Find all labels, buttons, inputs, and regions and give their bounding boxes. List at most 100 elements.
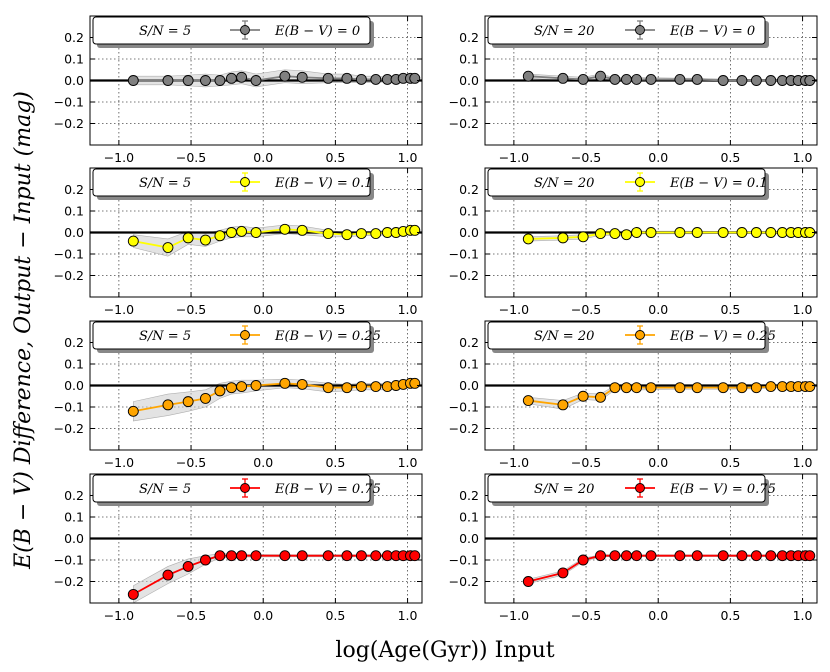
legend-marker [635, 25, 645, 35]
legend-series-label: E(B − V) = 0.1 [669, 176, 768, 191]
data-point [200, 392, 211, 404]
data-point [200, 75, 211, 86]
data-point [226, 227, 237, 238]
x-tick-label: 0.0 [253, 608, 273, 623]
y-tick-label: −0.1 [54, 95, 84, 110]
x-tick-label: 0.5 [720, 302, 740, 317]
y-tick-label: 0.1 [64, 204, 84, 219]
data-point [250, 550, 262, 562]
x-axis-label: log(Age(Gyr)) Input [335, 638, 554, 663]
data-point [409, 72, 421, 84]
x-tick-label: 0.0 [648, 150, 668, 165]
data-point [322, 228, 334, 240]
data-point [691, 382, 703, 394]
data-point [750, 75, 762, 86]
y-tick-label: 0.1 [459, 204, 479, 219]
legend-series-label: E(B − V) = 0 [669, 24, 755, 39]
data-point [296, 71, 308, 83]
y-tick-label: 0.1 [64, 510, 84, 525]
data-point [370, 550, 382, 562]
x-tick-label: 0.0 [253, 302, 273, 317]
x-tick-label: 0.0 [648, 455, 668, 470]
data-point [162, 75, 174, 86]
data-point [322, 382, 334, 394]
data-point [595, 550, 606, 562]
y-tick-label: 0.2 [64, 335, 84, 350]
y-tick-label: −0.1 [449, 95, 479, 110]
data-point [631, 73, 643, 85]
data-point [645, 227, 657, 238]
data-point [370, 381, 382, 393]
y-tick-label: −0.2 [54, 116, 84, 131]
legend-marker [240, 177, 250, 187]
data-point [279, 70, 291, 82]
y-tick-label: −0.2 [54, 574, 84, 589]
data-point [522, 576, 534, 587]
data-point [341, 550, 353, 562]
y-tick-label: 0.1 [459, 510, 479, 525]
data-point [200, 234, 211, 246]
data-point [322, 72, 334, 84]
legend-series-label: E(B − V) = 0.25 [669, 329, 776, 344]
x-tick-label: 1.0 [793, 455, 813, 470]
data-point [645, 73, 657, 85]
data-point [750, 382, 762, 394]
data-point [370, 73, 382, 85]
y-tick-label: 0.0 [459, 531, 479, 546]
legend-sn-label: S/N = 5 [139, 482, 191, 497]
data-point [717, 75, 729, 86]
data-point [279, 223, 291, 235]
x-tick-label: 0.5 [720, 608, 740, 623]
data-point [609, 550, 621, 562]
data-point [226, 382, 237, 394]
legend-marker [240, 483, 250, 493]
data-point [691, 73, 703, 85]
data-point [409, 550, 421, 562]
x-tick-label: 0.5 [325, 608, 345, 623]
legend-marker [635, 483, 645, 493]
data-point [214, 550, 226, 562]
legend-sn-label: S/N = 5 [139, 24, 191, 39]
y-tick-label: 0.0 [459, 378, 479, 393]
x-tick-label: 0.5 [720, 455, 740, 470]
data-point [236, 225, 248, 237]
data-point [557, 399, 569, 411]
data-point [355, 73, 367, 85]
legend-sn-label: S/N = 20 [534, 176, 594, 191]
y-tick-label: −0.2 [449, 574, 479, 589]
x-tick-label: 0.0 [648, 608, 668, 623]
data-point [595, 228, 606, 240]
panel-5: −1.0 −0.5 0.0 0.5 1.0 −0.2 −0.1 0.0 0.1 0.2 S/N = … [54, 320, 423, 470]
data-point [736, 227, 748, 238]
data-point [621, 550, 632, 562]
legend-sn-label: S/N = 5 [139, 329, 191, 344]
y-tick-label: 0.0 [64, 73, 84, 88]
data-point [750, 227, 762, 238]
data-point [674, 382, 686, 394]
y-tick-label: −0.1 [54, 553, 84, 568]
legend-marker [635, 330, 645, 340]
y-tick-label: 0.0 [459, 225, 479, 240]
data-point [691, 550, 703, 562]
data-point [522, 70, 534, 82]
data-point [127, 235, 139, 247]
y-tick-label: −0.1 [449, 400, 479, 415]
x-tick-label: −1.0 [499, 455, 529, 470]
data-point [765, 227, 777, 238]
data-point [631, 382, 643, 394]
data-point [279, 550, 291, 562]
data-point [127, 588, 139, 600]
data-point [765, 75, 777, 86]
legend-marker [240, 330, 250, 340]
x-tick-label: 1.0 [793, 608, 813, 623]
x-tick-label: 0.5 [720, 150, 740, 165]
y-tick-label: 0.0 [64, 225, 84, 240]
legend-series-label: E(B − V) = 0.75 [274, 482, 381, 497]
x-tick-label: 0.0 [253, 455, 273, 470]
data-point [162, 569, 174, 581]
data-point [557, 232, 569, 244]
legend-marker [635, 177, 645, 187]
data-point [250, 227, 262, 238]
x-tick-label: −0.5 [571, 608, 601, 623]
